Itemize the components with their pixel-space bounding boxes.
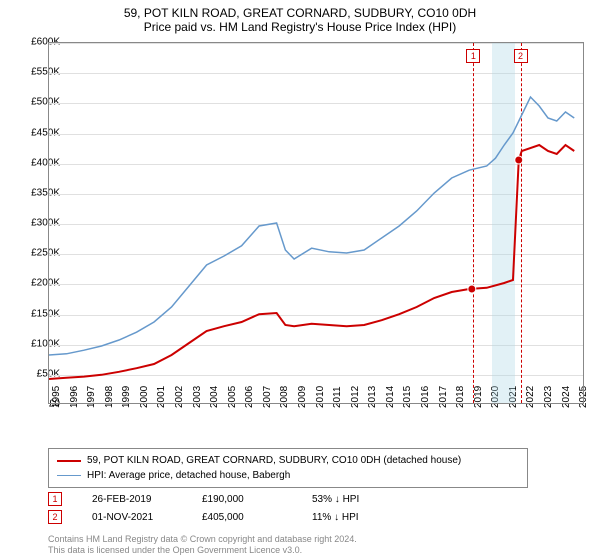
footer-line: This data is licensed under the Open Gov… (48, 545, 357, 556)
legend-label: HPI: Average price, detached house, Babe… (87, 468, 290, 483)
legend: 59, POT KILN ROAD, GREAT CORNARD, SUDBUR… (48, 448, 528, 488)
marker-id-box: 2 (48, 510, 62, 524)
marker-price: £405,000 (202, 512, 282, 523)
legend-row: HPI: Average price, detached house, Babe… (57, 468, 519, 483)
title-address: 59, POT KILN ROAD, GREAT CORNARD, SUDBUR… (0, 6, 600, 20)
marker-price: £190,000 (202, 494, 282, 505)
chart-plot-area: 12 (48, 42, 584, 404)
chart-marker-label: 2 (514, 49, 528, 63)
marker-row: 1 26-FEB-2019 £190,000 53% ↓ HPI (48, 490, 392, 508)
title-subtitle: Price paid vs. HM Land Registry's House … (0, 20, 600, 34)
marker-pct: 11% ↓ HPI (312, 512, 392, 523)
chart-marker-label: 1 (466, 49, 480, 63)
marker-table: 1 26-FEB-2019 £190,000 53% ↓ HPI 2 01-NO… (48, 490, 392, 526)
footer-line: Contains HM Land Registry data © Crown c… (48, 534, 357, 545)
footer-attribution: Contains HM Land Registry data © Crown c… (48, 534, 357, 556)
marker-pct: 53% ↓ HPI (312, 494, 392, 505)
chart-container: 59, POT KILN ROAD, GREAT CORNARD, SUDBUR… (0, 0, 600, 560)
legend-swatch-hpi (57, 475, 81, 477)
legend-row: 59, POT KILN ROAD, GREAT CORNARD, SUDBUR… (57, 453, 519, 468)
marker-date: 26-FEB-2019 (92, 494, 172, 505)
legend-label: 59, POT KILN ROAD, GREAT CORNARD, SUDBUR… (87, 453, 461, 468)
legend-swatch-price (57, 460, 81, 462)
marker-id-box: 1 (48, 492, 62, 506)
plot-svg (49, 43, 583, 403)
marker-row: 2 01-NOV-2021 £405,000 11% ↓ HPI (48, 508, 392, 526)
title-block: 59, POT KILN ROAD, GREAT CORNARD, SUDBUR… (0, 0, 600, 36)
marker-date: 01-NOV-2021 (92, 512, 172, 523)
